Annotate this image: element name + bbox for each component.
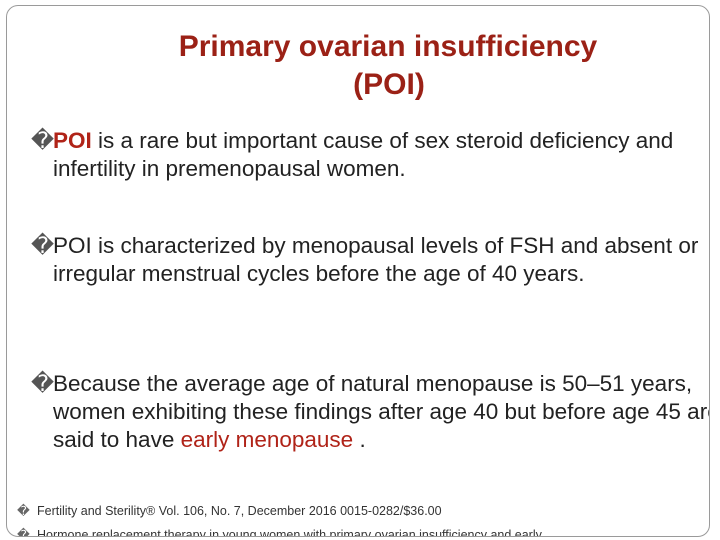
bullet-poi-characteristics: �POI is characterized by menopausal leve… — [31, 232, 709, 288]
reference-1: � Fertility and Sterility® Vol. 106, No. … — [17, 503, 707, 519]
reference-marker-icon: � — [17, 528, 30, 537]
slide-title-line-2: (POI) — [353, 68, 425, 101]
bullet-text-before: Because the average age of natural menop… — [53, 371, 710, 452]
reference-2: � Hormone replacement therapy in young wo… — [17, 527, 707, 537]
bullet-marker-icon: � — [31, 233, 55, 258]
slide-frame: Primary ovarian insufficiency (POI) �POI… — [6, 5, 710, 537]
reference-marker-icon: � — [17, 504, 30, 518]
bullet-text-after: . — [353, 427, 366, 452]
bullet-marker-icon: � — [31, 128, 55, 153]
reference-text: Hormone replacement therapy in young wom… — [37, 528, 542, 537]
bullet-text: is a rare but important cause of sex ste… — [53, 128, 674, 181]
slide-title: Primary ovarian insufficiency (POI) — [7, 28, 709, 104]
bullet-early-menopause: �Because the average age of natural meno… — [31, 370, 710, 454]
slide-title-line-1: Primary ovarian insufficiency — [178, 30, 598, 63]
reference-text: Fertility and Sterility® Vol. 106, No. 7… — [37, 504, 442, 518]
bullet-text: POI is characterized by menopausal level… — [53, 233, 699, 286]
bullet-lead-term: POI — [53, 128, 92, 153]
bullet-marker-icon: � — [31, 371, 55, 396]
early-menopause-term: early menopause — [180, 427, 354, 452]
bullet-poi-definition: �POI is a rare but important cause of se… — [31, 127, 709, 183]
